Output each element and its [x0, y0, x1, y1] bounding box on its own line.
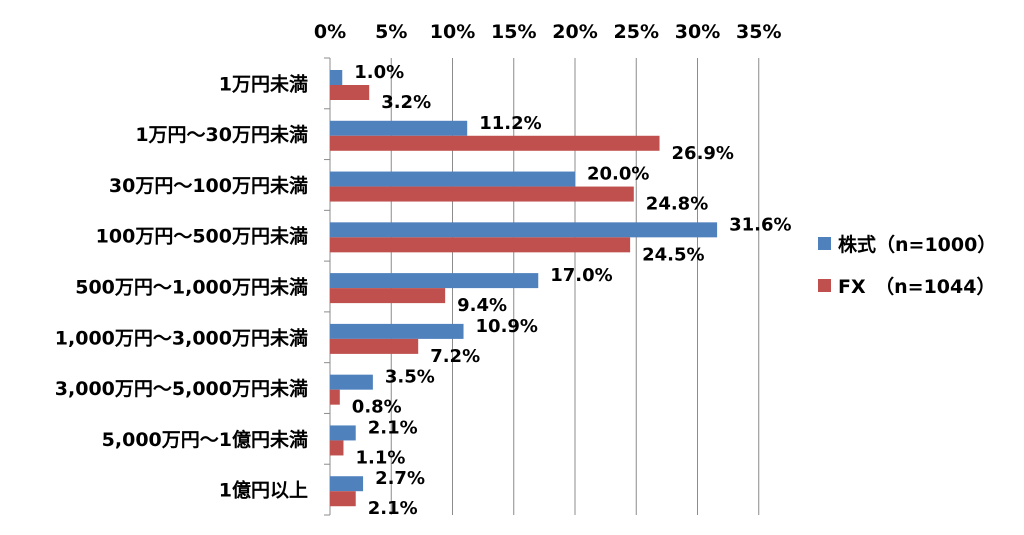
bar-stock — [330, 476, 364, 492]
legend: 株式（n=1000） FX （n=1044） — [818, 233, 996, 298]
data-label: 9.4% — [457, 295, 507, 316]
bar-stock — [330, 120, 468, 136]
category-labels: 1万円未満 1万円～30万円未満 30万円～100万円未満 100万円～500万円未満… — [55, 72, 308, 501]
x-tick-label: 30% — [675, 21, 720, 43]
x-tick-label: 35% — [736, 21, 781, 43]
category-label: 1万円～30万円未満 — [135, 123, 308, 146]
category-label: 5,000万円～1億円未満 — [102, 428, 308, 451]
bar-fx — [330, 440, 344, 456]
y-axis — [324, 57, 331, 516]
x-tick-label: 0% — [314, 21, 346, 43]
data-label: 2.1% — [368, 498, 418, 519]
x-tick-label: 10% — [430, 21, 475, 43]
bar-stock — [330, 70, 343, 85]
bar-stock — [330, 374, 373, 390]
data-label: 3.5% — [385, 367, 435, 388]
x-tick-label: 15% — [491, 21, 536, 43]
data-label: 3.2% — [381, 92, 431, 113]
legend-label-fx: FX （n=1044） — [838, 275, 995, 298]
x-tick-labels: 0% 5% 10% 15% 20% 25% 30% 35% — [314, 21, 782, 43]
bar-fx — [330, 186, 634, 202]
data-label: 24.8% — [646, 194, 708, 215]
legend-swatch-fx — [818, 279, 831, 292]
category-label: 3,000万円～5,000万円未満 — [55, 377, 308, 400]
bar-fx — [330, 135, 660, 151]
x-tick-label: 20% — [552, 21, 597, 43]
data-label: 24.5% — [642, 244, 704, 265]
data-label: 20.0% — [587, 164, 649, 185]
bar-fx — [330, 288, 446, 304]
bar-fx — [330, 237, 631, 253]
category-label: 1万円未満 — [219, 72, 308, 95]
x-tick-label: 5% — [375, 21, 407, 43]
legend-swatch-stock — [818, 237, 831, 250]
data-labels: 1.0% 11.2% 20.0% 31.6% 17.0% 10.9% 3.5% 2.1% 2.7… — [352, 62, 792, 519]
category-label: 500万円～1,000万円未満 — [75, 276, 308, 299]
bar-fx — [330, 338, 419, 354]
bar-stock — [330, 323, 464, 339]
data-label: 17.0% — [550, 265, 612, 286]
data-label: 31.6% — [729, 214, 791, 235]
x-tick-label: 25% — [614, 21, 659, 43]
data-label: 2.1% — [368, 417, 418, 438]
bars — [330, 70, 718, 507]
category-label: 100万円～500万円未満 — [96, 225, 308, 248]
bar-fx — [330, 491, 356, 507]
data-label: 2.7% — [375, 468, 425, 489]
data-label: 0.8% — [352, 397, 402, 418]
bar-fx — [330, 85, 370, 100]
data-label: 1.0% — [354, 62, 404, 83]
bar-fx — [330, 389, 340, 405]
bar-stock — [330, 273, 539, 289]
data-label: 11.2% — [479, 113, 541, 134]
legend-label-stock: 株式（n=1000） — [838, 233, 996, 256]
bar-stock — [330, 425, 356, 441]
category-label: 30万円～100万円未満 — [109, 174, 308, 197]
data-label: 26.9% — [672, 143, 734, 164]
category-label: 1,000万円～3,000万円未満 — [55, 326, 308, 349]
bar-stock — [330, 222, 718, 238]
data-label: 10.9% — [476, 316, 538, 337]
data-label: 1.1% — [355, 447, 405, 468]
category-label: 1億円以上 — [219, 479, 308, 502]
bar-stock — [330, 171, 575, 187]
data-label: 7.2% — [430, 346, 480, 367]
